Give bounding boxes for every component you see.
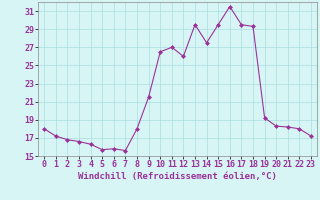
X-axis label: Windchill (Refroidissement éolien,°C): Windchill (Refroidissement éolien,°C)	[78, 172, 277, 181]
